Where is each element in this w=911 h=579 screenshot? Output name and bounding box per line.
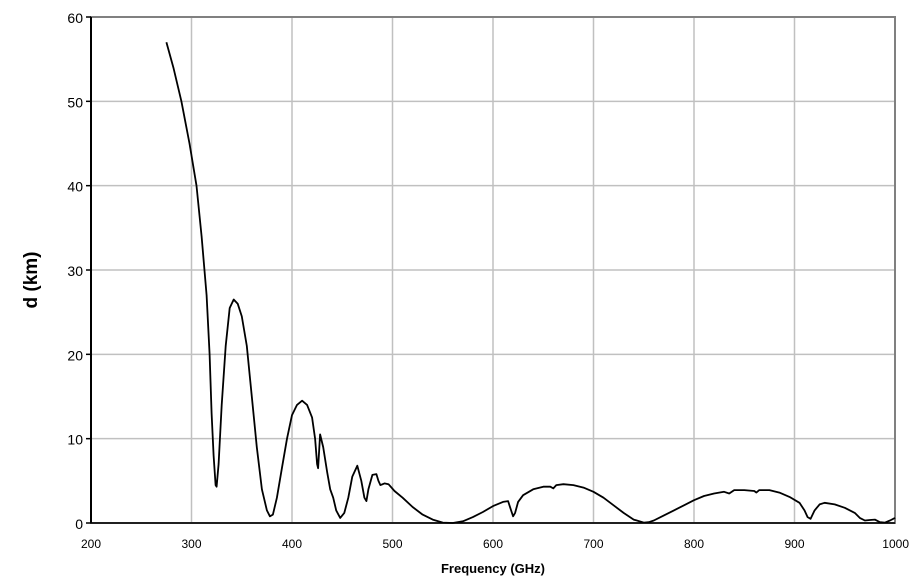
- series-line-d-km: [165, 42, 896, 524]
- x-tick-label: 800: [684, 537, 704, 551]
- x-tick-label: 300: [181, 537, 201, 551]
- x-tick-label: 900: [784, 537, 804, 551]
- x-tick-label: 500: [382, 537, 402, 551]
- y-tick-label: 20: [67, 347, 83, 363]
- y-axis-label: d (km): [21, 252, 42, 309]
- y-tick-label: 40: [67, 179, 83, 195]
- y-tick-label: 60: [67, 10, 83, 26]
- x-tick-label: 200: [81, 537, 101, 551]
- x-tick-label: 400: [282, 537, 302, 551]
- y-tick-labels: 0 10 20 30 40 50 60: [67, 10, 91, 532]
- x-tick-label: 700: [583, 537, 603, 551]
- y-tick-label: 0: [75, 516, 83, 532]
- x-tick-labels: 200 300 400 500 600 700 800 900 1000: [81, 537, 909, 551]
- y-tick-label: 30: [67, 263, 83, 279]
- x-tick-label: 1000: [882, 537, 909, 551]
- x-axis-label: Frequency (GHz): [441, 561, 545, 576]
- y-tick-label: 50: [67, 94, 83, 110]
- x-tick-label: 600: [483, 537, 503, 551]
- grid-lines: [91, 17, 895, 523]
- y-tick-label: 10: [67, 432, 83, 448]
